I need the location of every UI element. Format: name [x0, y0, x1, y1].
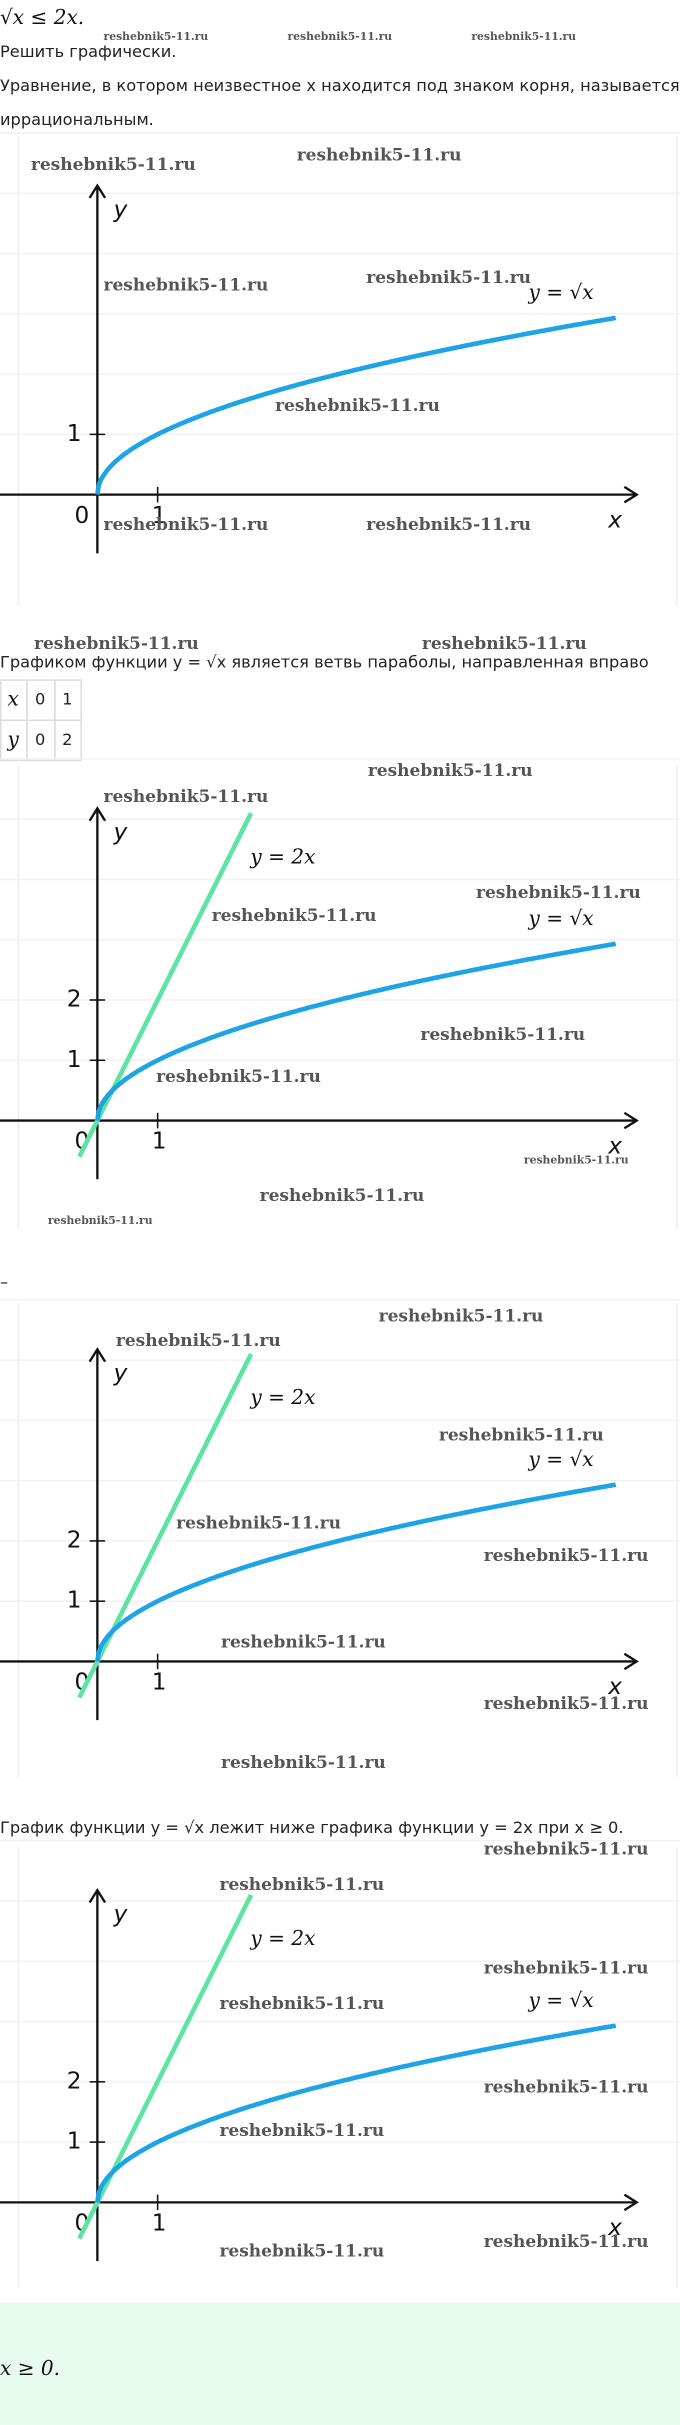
y-tick-label: 2	[67, 2067, 82, 2094]
curve-2x	[77, 1353, 254, 1699]
curve-sqrt	[95, 2023, 617, 2203]
x-axis-label: x	[607, 1132, 622, 1159]
watermark: reshebnik5-11.ru	[484, 1694, 649, 1714]
table-text: 2	[62, 730, 72, 749]
x-tick-label: 1	[152, 502, 167, 529]
section2-text: Графиком функции y = √x является ветвь п…	[0, 653, 649, 672]
watermark: reshebnik5-11.ru	[287, 30, 392, 43]
watermark: reshebnik5-11.ru	[420, 1025, 585, 1045]
watermark: reshebnik5-11.ru	[48, 1214, 153, 1227]
watermark: reshebnik5-11.ru	[104, 515, 269, 535]
watermark: reshebnik5-11.ru	[221, 1753, 386, 1773]
table-text: 1	[62, 690, 72, 709]
curve-label: y = 2x	[249, 1385, 316, 1409]
watermark: reshebnik5-11.ru	[484, 1959, 649, 1979]
arrow	[623, 2193, 639, 2212]
arrow	[623, 1111, 639, 1130]
y-axis-label: y	[113, 196, 128, 223]
watermark: reshebnik5-11.ru	[34, 634, 199, 654]
curve-sqrt	[95, 315, 617, 495]
table-text: 0	[35, 730, 45, 749]
watermark: reshebnik5-11.ru	[221, 1632, 386, 1652]
watermark: reshebnik5-11.ru	[439, 1425, 604, 1445]
y-tick-label: 1	[67, 2128, 82, 2155]
y-tick-label: 1	[67, 420, 82, 447]
watermark: reshebnik5-11.ru	[275, 396, 440, 416]
watermark: reshebnik5-11.ru	[484, 2232, 649, 2252]
y-tick-label: 2	[67, 1526, 82, 1553]
task: √x ≤ 2x.	[0, 5, 84, 29]
arrow	[88, 1887, 107, 1904]
x-axis-label: x	[607, 2214, 622, 2241]
table-text: x	[7, 687, 19, 711]
y-axis-label: y	[113, 1360, 128, 1387]
dash: –	[0, 1272, 8, 1291]
watermark: reshebnik5-11.ru	[104, 30, 209, 43]
watermark: reshebnik5-11.ru	[484, 1546, 649, 1566]
section3-text: График функции y = √x лежит ниже графика…	[0, 1818, 624, 1837]
curve-sqrt	[95, 941, 617, 1121]
watermark: reshebnik5-11.ru	[366, 268, 531, 288]
watermark: reshebnik5-11.ru	[476, 883, 641, 903]
table-cell	[54, 719, 82, 762]
y-tick-label: 2	[67, 986, 82, 1013]
curve-label: y = 2x	[249, 844, 316, 868]
watermark: reshebnik5-11.ru	[471, 30, 576, 43]
instruction: Решить графически.	[0, 42, 176, 61]
curve-label: y = √x	[528, 280, 595, 304]
arrow	[88, 806, 107, 822]
watermark: reshebnik5-11.ru	[484, 2078, 649, 2098]
watermark: reshebnik5-11.ru	[297, 146, 462, 166]
watermark: reshebnik5-11.ru	[116, 1331, 281, 1351]
curve-label: y = √x	[528, 906, 595, 930]
table-text: 0	[35, 690, 45, 709]
x-axis-label: x	[607, 506, 622, 533]
curve-sqrt	[95, 1482, 617, 1662]
watermark: reshebnik5-11.ru	[368, 761, 533, 781]
watermark: reshebnik5-11.ru	[104, 276, 269, 296]
watermark: reshebnik5-11.ru	[524, 1154, 629, 1167]
intro-line: иррациональным.	[0, 110, 154, 129]
watermark: reshebnik5-11.ru	[422, 634, 587, 654]
curve-2x	[77, 1893, 254, 2240]
watermark: reshebnik5-11.ru	[366, 515, 531, 535]
curve-2x	[77, 812, 254, 1158]
origin-label: 0	[75, 502, 90, 529]
table-text: y	[6, 727, 19, 751]
curve-label: y = 2x	[249, 1926, 316, 1950]
arrow	[623, 1652, 639, 1671]
watermark: reshebnik5-11.ru	[176, 1513, 341, 1533]
x-axis-label: x	[607, 1673, 622, 1700]
watermark: reshebnik5-11.ru	[156, 1067, 321, 1087]
y-axis-label: y	[113, 1900, 128, 1927]
watermark: reshebnik5-11.ru	[219, 1994, 384, 2014]
y-tick-label: 1	[67, 1587, 82, 1614]
watermark: reshebnik5-11.ru	[219, 1875, 384, 1895]
y-axis-label: y	[113, 819, 128, 846]
watermark: reshebnik5-11.ru	[379, 1306, 544, 1326]
watermark: reshebnik5-11.ru	[212, 906, 377, 926]
arrow	[623, 485, 639, 504]
x-tick-label: 1	[152, 1669, 167, 1696]
watermark: reshebnik5-11.ru	[219, 2121, 384, 2141]
watermark: reshebnik5-11.ru	[219, 2241, 384, 2261]
arrow	[88, 1347, 107, 1363]
watermark: reshebnik5-11.ru	[104, 787, 269, 807]
watermark: reshebnik5-11.ru	[260, 1186, 425, 1206]
answer: x ≥ 0.	[0, 2356, 60, 2380]
x-tick-label: 1	[152, 1128, 167, 1155]
curve-label: y = √x	[528, 1447, 595, 1471]
intro-line: Уравнение, в котором неизвестное x наход…	[0, 76, 680, 95]
y-tick-label: 1	[67, 1046, 82, 1073]
x-tick-label: 1	[152, 2209, 167, 2236]
watermark: reshebnik5-11.ru	[31, 155, 196, 175]
answer-box	[0, 2302, 680, 2425]
arrow	[88, 183, 107, 199]
curve-label: y = √x	[528, 1988, 595, 2012]
watermark: reshebnik5-11.ru	[484, 1840, 649, 1860]
